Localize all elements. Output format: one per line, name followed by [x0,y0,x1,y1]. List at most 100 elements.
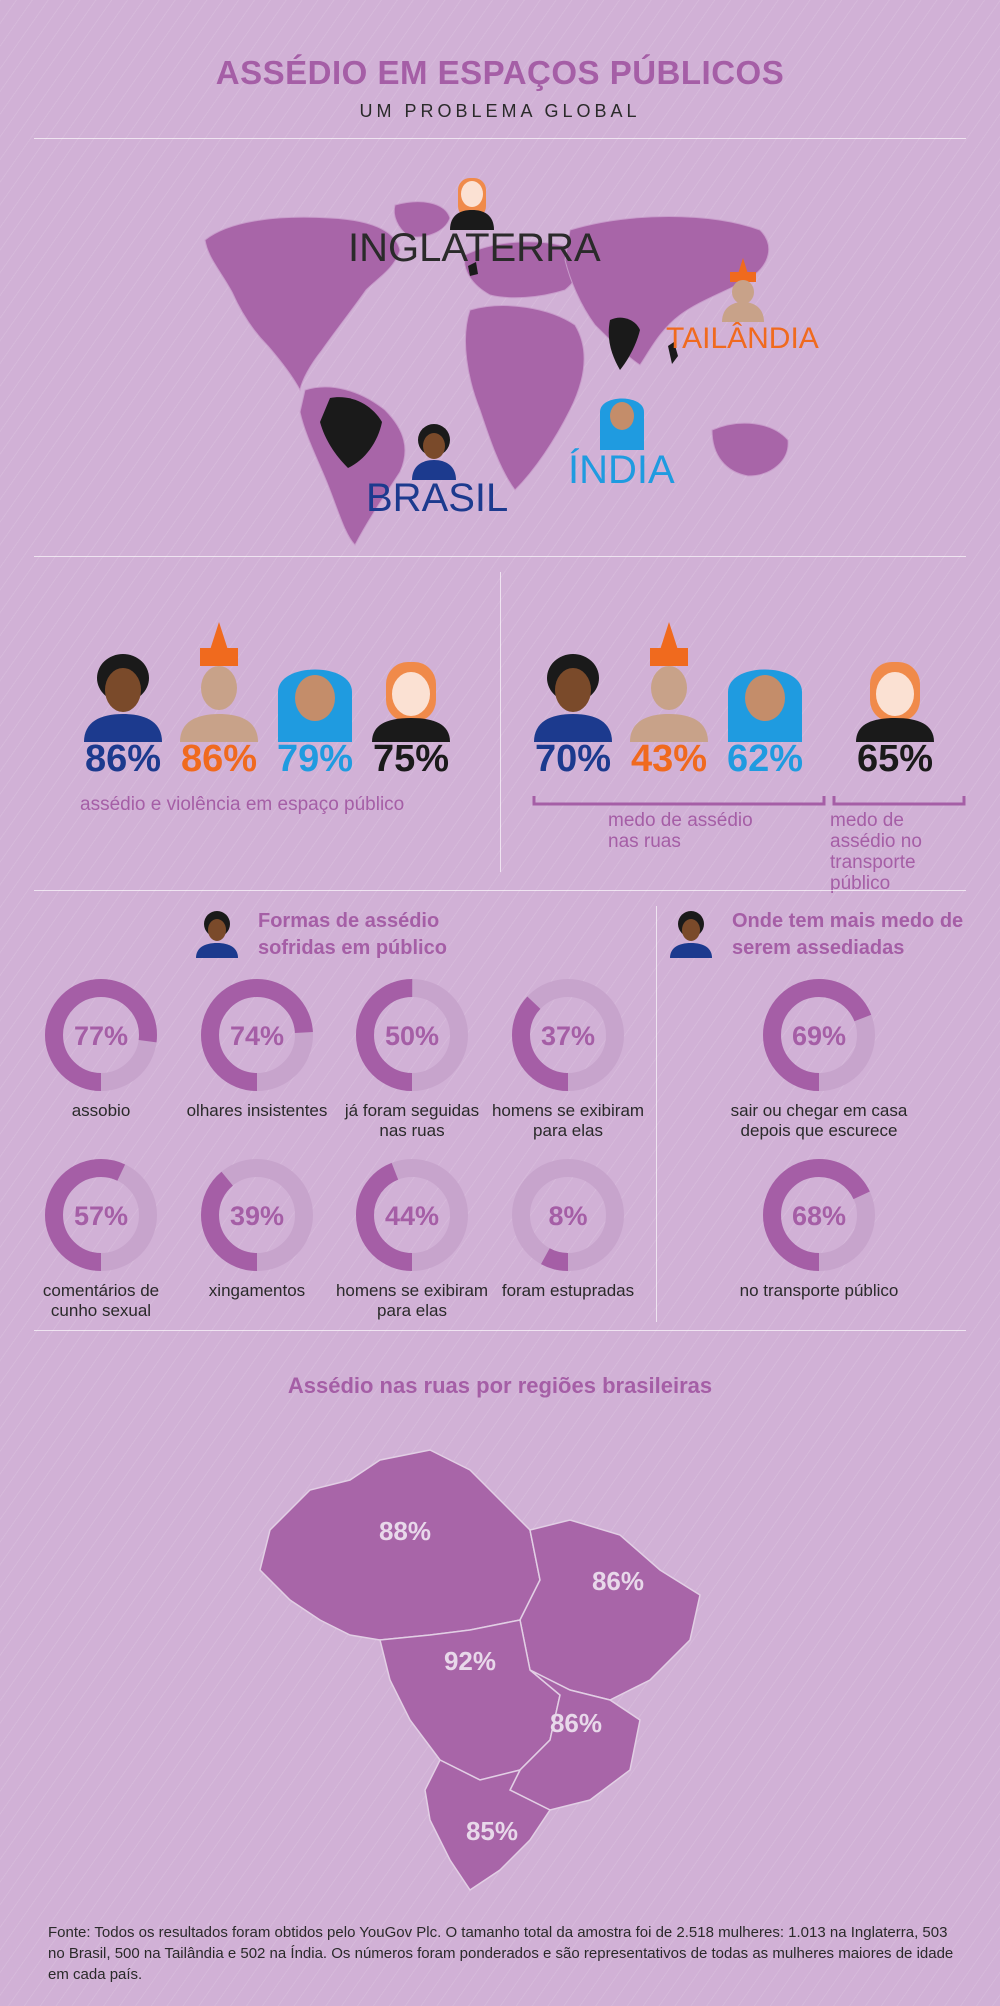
section-title-medo: Onde tem mais medo de serem assediadas [732,910,964,959]
donut-value-label: 37% [541,1021,595,1051]
donut-value-label: 39% [230,1201,284,1231]
donut-chart: 74% [201,979,313,1091]
donut-chart: 37% [512,979,624,1091]
tailandia-highlight [668,342,678,364]
brasil-highlight [320,397,382,468]
avatar-brasil-icon [412,424,456,480]
divider [34,138,966,139]
region-sudeste [508,1669,641,1811]
donut-slice [45,1159,157,1271]
donut-chart: 39% [201,1159,313,1271]
greenland-shape [393,201,451,238]
donut-value-label: 8% [548,1201,587,1231]
divider-vertical [656,906,657,1322]
region-label-sul: 85% [466,1816,518,1846]
country-label-india: ÍNDIA [568,448,675,492]
donut-slice [512,1159,624,1271]
bar-label: 43% [630,738,708,780]
avatar-tailandia-icon [630,622,708,742]
caption-medo-transporte: medo de assédio no transporte público [830,810,922,894]
donut-value-label: 77% [74,1021,128,1051]
page-subtitle: UM PROBLEMA GLOBAL [359,101,641,121]
bar-label: 62% [726,738,804,780]
avatar-india-icon [728,669,802,742]
europe-shape [463,241,580,299]
country-label-inglaterra: INGLATERRA [348,226,601,270]
donut-chart: 50% [356,979,468,1091]
donut-slice [763,979,875,1091]
bar-label: 86% [84,738,162,780]
donut-value-label: 44% [385,1201,439,1231]
region-label-nordeste: 86% [592,1566,644,1596]
donut-chart: 57% [45,1159,157,1271]
region-label-centro-oeste: 92% [444,1646,496,1676]
africa-shape [465,305,585,491]
page-title: ASSÉDIO EM ESPAÇOS PÚBLICOS [215,54,785,91]
donut-charts: 77% 74% 50% 37% 57% 39% 44% 8% 69% 68% [45,979,875,1271]
donut-chart: 44% [356,1159,468,1271]
australia-shape [711,422,789,477]
donut-category-label: sair ou chegar em casa depois que escure… [730,1101,908,1140]
donut-value-label: 68% [792,1201,846,1231]
donut-slice [201,979,313,1091]
caption-violencia: assédio e violência em espaço público [80,794,405,815]
donut-category-label: no transporte público [739,1281,899,1300]
avatar-india-icon [600,398,644,450]
world-map [204,201,789,546]
donut-slice [356,1159,468,1271]
donut-slice [45,979,157,1091]
india-highlight [608,317,640,370]
donut-category-label: comentários de cunho sexual [42,1281,160,1320]
avatar-inglaterra-icon [450,178,494,230]
donut-category-label: homens se exibiram para elas [491,1101,645,1140]
bar-label: 86% [180,738,258,780]
donut-slice [763,1159,875,1271]
inglaterra-highlight [468,262,478,276]
donut-slice [201,1159,313,1271]
donut-slice [512,979,624,1091]
divider [34,890,966,891]
donut-category-label: foram estupradas [501,1281,635,1300]
region-sul [424,1758,552,1892]
donut-chart: 68% [763,1159,875,1271]
avatar-brasil-icon [670,911,712,958]
donut-chart: 77% [45,979,157,1091]
bar-label: 65% [856,738,934,780]
north-america-shape [204,216,401,392]
region-label-norte: 88% [379,1516,431,1546]
divider [34,556,966,557]
region-nordeste [519,1519,701,1701]
bar-label: 70% [534,738,612,780]
avatar-tailandia-icon [722,258,764,322]
region-label-sudeste: 86% [550,1708,602,1738]
avatar-inglaterra-icon [372,662,450,742]
avatar-tailandia-icon [180,622,258,742]
divider-vertical [500,572,501,872]
country-label-tailandia: TAILÂNDIA [666,322,819,355]
avatar-brasil-icon [84,654,162,742]
bracket [532,796,966,806]
donut-chart: 69% [763,979,875,1091]
country-label-brasil: BRASIL [366,476,509,520]
caption-medo-ruas: medo de assédio nas ruas [608,810,753,852]
footer-source: Fonte: Todos os resultados foram obtidos… [48,1924,954,1983]
avatar-brasil-icon [196,911,238,958]
donut-value-label: 74% [230,1021,284,1051]
avatar-india-icon [278,669,352,742]
donut-value-label: 50% [385,1021,439,1051]
donut-category-label: olhares insistentes [186,1101,328,1120]
donut-category-label: homens se exibiram para elas [335,1281,489,1320]
avatar-inglaterra-icon [856,662,934,742]
section-title-formas: Formas de assédio sofridas em público [258,910,447,959]
donut-category-label: já foram seguidas nas ruas [344,1101,480,1140]
donut-category-label: xingamentos [208,1281,306,1300]
donut-category-label: assobio [71,1101,131,1120]
brazil-regions-map: 88% 86% 92% 86% 85% [259,1449,701,1892]
donut-value-label: 69% [792,1021,846,1051]
donut-chart: 8% [512,1159,624,1271]
avatar-brasil-icon [534,654,612,742]
bar-label: 79% [276,738,354,780]
donut-slice [356,979,468,1091]
divider [34,1330,966,1331]
section-title-regioes: Assédio nas ruas por regiões brasileiras [287,1373,713,1398]
